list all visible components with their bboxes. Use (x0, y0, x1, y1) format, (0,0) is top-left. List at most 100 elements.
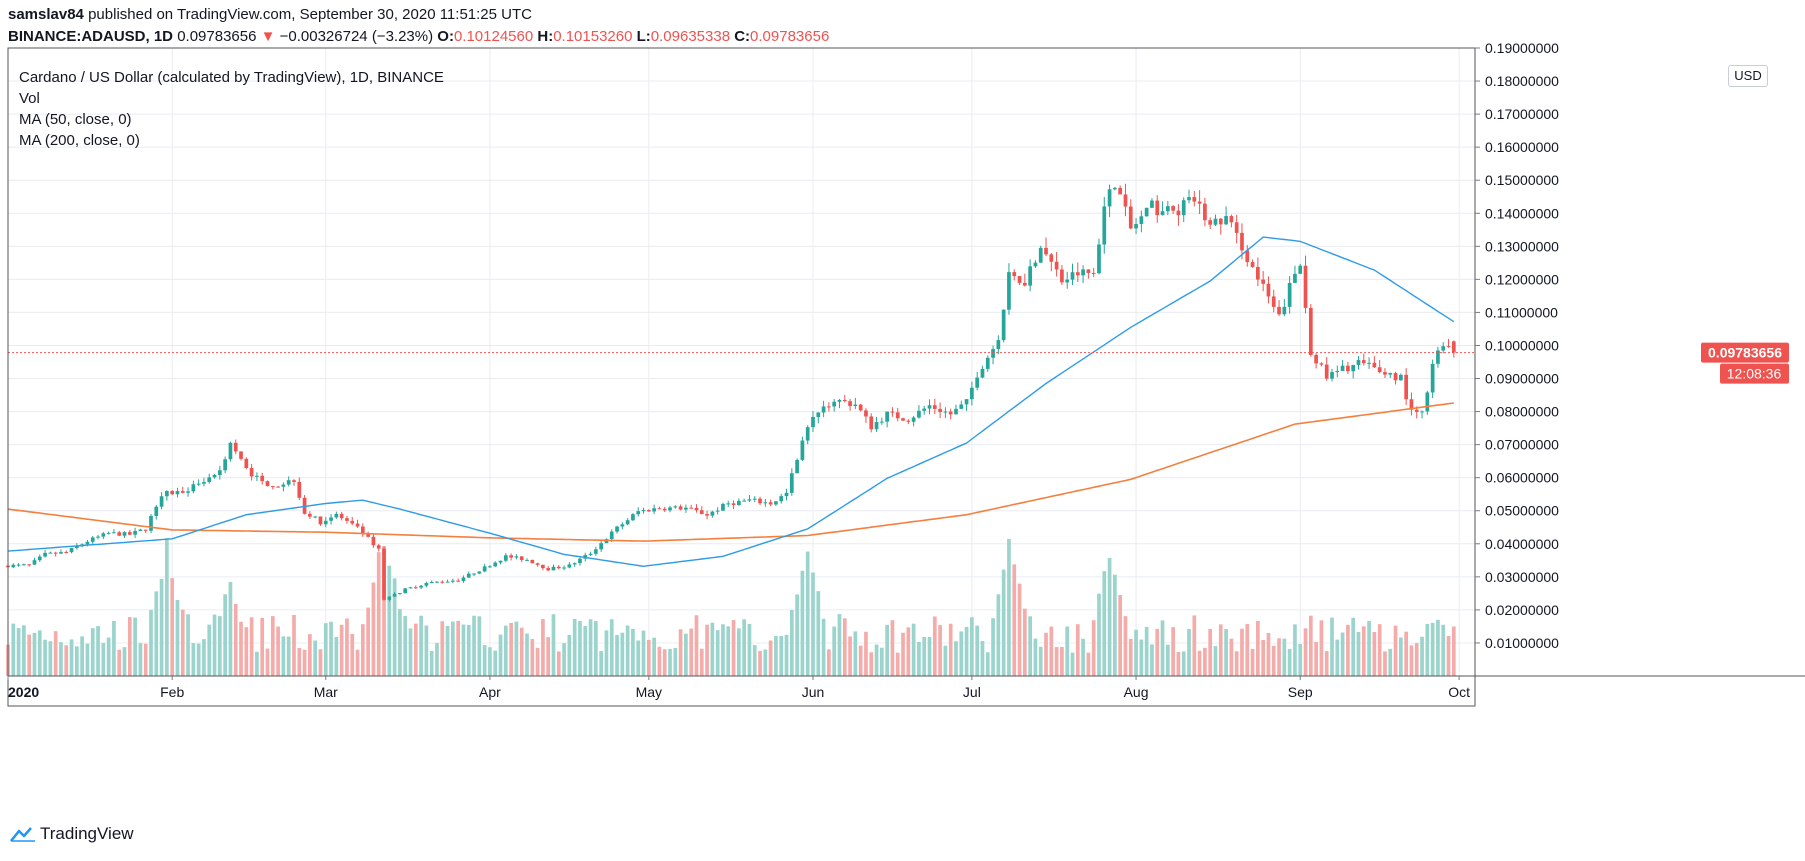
candle-body (604, 539, 609, 544)
volume-bar (1446, 635, 1451, 676)
price-axis: 0.01000000 0.02000000 0.03000000 0.04000000… (1475, 40, 1559, 651)
candle-body (477, 571, 482, 574)
candle-body (657, 508, 662, 510)
volume-bar (239, 621, 243, 676)
candle-body (461, 577, 466, 581)
volume-bar (461, 624, 466, 676)
candle-body (244, 458, 249, 469)
candle-body (827, 406, 831, 408)
volume-bar (64, 645, 69, 676)
legend-ma50[interactable]: MA (50, close, 0) (19, 111, 132, 128)
currency-button[interactable]: USD (1728, 65, 1768, 87)
volume-bar (350, 633, 355, 676)
volume-bar (1261, 639, 1266, 676)
volume-bar (1293, 624, 1297, 676)
candle-body (885, 411, 889, 422)
volume-bar (927, 636, 932, 676)
candle-body (535, 563, 540, 565)
candle-body (11, 564, 16, 568)
volume-bar (435, 643, 439, 676)
volume-bar (1165, 644, 1170, 676)
candle-body (64, 552, 69, 554)
candle-body (742, 500, 747, 502)
volume-bar (1404, 631, 1409, 676)
volume-bar (466, 624, 471, 676)
candle-body (1324, 364, 1329, 379)
volume-bar (191, 643, 196, 676)
candle-body (541, 564, 545, 569)
volume-bar (864, 631, 868, 676)
candle-body (1102, 206, 1107, 245)
legend-vol[interactable]: Vol (19, 90, 40, 107)
candle-body (906, 420, 911, 422)
candle-body (308, 513, 312, 517)
publisher-name[interactable]: samslav84 (8, 6, 84, 23)
volume-bar (133, 617, 137, 676)
volume-bar (138, 643, 143, 676)
volume-bar (853, 631, 858, 676)
candle-body (196, 483, 201, 485)
xtick-label: Mar (314, 684, 338, 700)
volume-bar (1022, 608, 1027, 676)
volume-bar (69, 639, 74, 676)
candle-body (519, 556, 524, 560)
candle-body (774, 501, 778, 505)
volume-bar (736, 628, 741, 676)
candle-body (599, 543, 604, 550)
volume-bar (906, 627, 911, 676)
volume-bar (763, 649, 768, 676)
candle-body (1409, 399, 1414, 410)
candle-body (1261, 279, 1266, 284)
candle-body (1414, 409, 1419, 412)
volume-bar (413, 623, 418, 676)
volume-bar (265, 648, 270, 676)
candle-body (387, 596, 392, 600)
candle-body (636, 511, 641, 515)
candle-body (1346, 365, 1350, 372)
candle-body (175, 491, 180, 495)
candle-body (985, 357, 990, 369)
volume-bar (1308, 615, 1313, 676)
candle-body (668, 507, 672, 511)
volume-bar (1430, 622, 1435, 676)
candle-body (69, 548, 74, 553)
candle-body (1340, 365, 1345, 371)
volume-bar (37, 630, 42, 676)
candle-body (223, 459, 227, 471)
volume-bar (456, 620, 461, 676)
legend-ma200[interactable]: MA (200, close, 0) (19, 132, 140, 149)
candle-body (1441, 346, 1446, 351)
candle-body (1213, 218, 1218, 225)
candle-body (1065, 279, 1070, 283)
candle-body (1070, 272, 1075, 280)
xtick-label: Jun (802, 684, 825, 700)
close-label: C: (734, 28, 751, 45)
candle-body (53, 552, 58, 554)
volume-bar (1176, 651, 1181, 676)
xtick-label: Aug (1124, 684, 1149, 700)
candle-body (323, 520, 328, 525)
volume-bar (22, 625, 26, 676)
candle-body (413, 587, 418, 589)
ytick-label: 0.02000000 (1485, 602, 1559, 618)
footer: TradingView (10, 824, 134, 844)
volume-bar (493, 650, 498, 676)
candle-body (1012, 272, 1017, 277)
candle-body (917, 410, 921, 418)
time-axis: 2020 Feb Mar Apr May Jun Jul Aug Sep Oct (7, 676, 1470, 700)
footer-brand[interactable]: TradingView (40, 824, 134, 843)
candle-body (424, 582, 429, 586)
candle-body (440, 581, 445, 583)
volume-bar (620, 632, 625, 676)
candle-body (260, 475, 265, 482)
candle-body (159, 496, 164, 507)
volume-bar (848, 636, 852, 676)
candle-body (980, 368, 985, 378)
candle-body (932, 405, 937, 409)
ytick-label: 0.13000000 (1485, 238, 1559, 254)
candle-body (170, 491, 175, 495)
candle-body (339, 513, 344, 519)
ytick-label: 0.10000000 (1485, 337, 1559, 353)
volume-bar (408, 628, 413, 676)
